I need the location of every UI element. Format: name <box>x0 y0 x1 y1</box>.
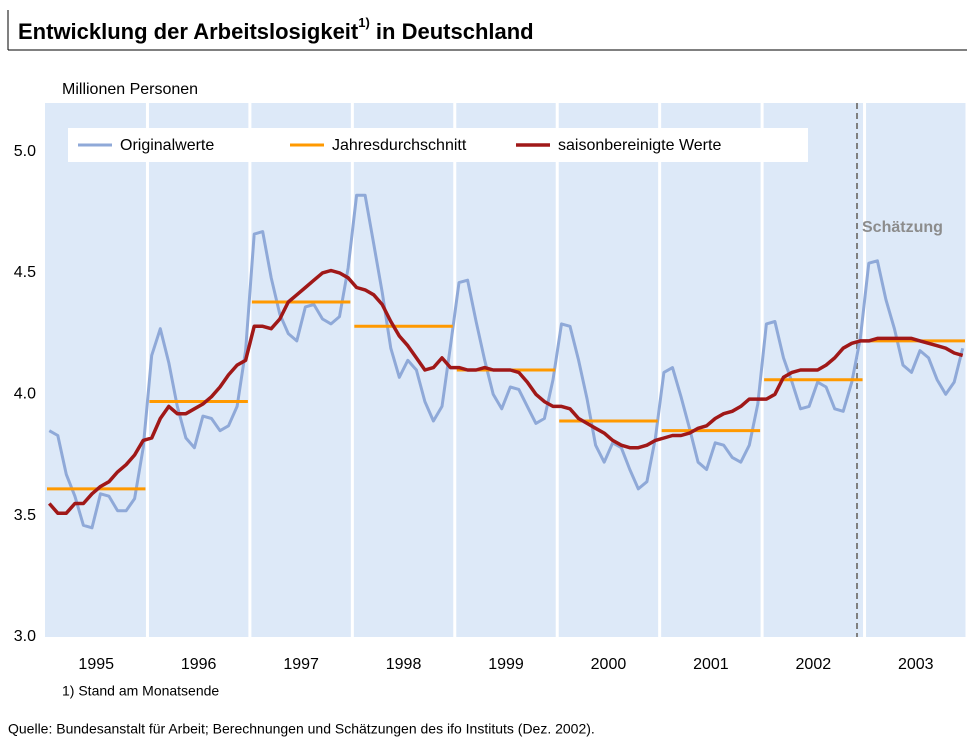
title-text: in Deutschland <box>370 19 534 44</box>
y-tick-label: 3.0 <box>14 628 36 645</box>
x-tick-label: 1996 <box>181 656 217 673</box>
y-tick-label: 4.0 <box>14 385 36 402</box>
y-tick-label: 3.5 <box>14 507 36 524</box>
series-line <box>48 193 965 530</box>
x-tick-label: 2000 <box>591 656 627 673</box>
y-tick-label: 4.5 <box>14 264 36 281</box>
year-panel <box>866 103 966 637</box>
year-panel <box>251 103 351 637</box>
y-axis-label: Millionen Personen <box>62 81 198 98</box>
y-tick-label: 5.0 <box>14 143 36 160</box>
x-tick-label: 2003 <box>898 656 934 673</box>
legend-label: Jahresdurchschnitt <box>332 137 467 154</box>
footnote: 1) Stand am Monatsende <box>62 683 219 699</box>
x-tick-label: 1999 <box>488 656 524 673</box>
legend-label: Originalwerte <box>120 137 214 154</box>
year-panel <box>661 103 761 637</box>
x-tick-label: 1995 <box>78 656 114 673</box>
year-panel <box>45 103 146 637</box>
x-tick-label: 2002 <box>796 656 832 673</box>
title-text: Entwicklung der Arbeitslosigkeit <box>18 19 359 44</box>
title-footnote-mark: 1) <box>358 15 370 30</box>
series-line <box>47 268 964 515</box>
year-panel <box>558 103 659 637</box>
source: Quelle: Bundesanstalt für Arbeit; Berech… <box>8 721 595 737</box>
annotation: Schätzung <box>862 219 943 236</box>
chart-title: Entwicklung der Arbeitslosigkeit1) in De… <box>18 15 534 43</box>
legend-label: saisonbereinigte Werte <box>558 137 721 154</box>
x-tick-label: 1997 <box>283 656 319 673</box>
x-tick-label: 2001 <box>693 656 729 673</box>
x-tick-label: 1998 <box>386 656 422 673</box>
legend-box <box>68 128 808 162</box>
